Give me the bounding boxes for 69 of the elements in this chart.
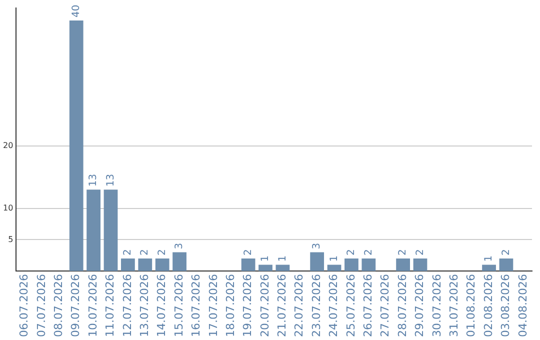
data-label: 2 [398,249,409,256]
x-tick-label: 07.07.2026 [34,274,48,338]
data-label: 1 [484,255,495,262]
x-tick-label: 26.07.2026 [362,274,375,338]
x-tick-label: 28.07.2026 [396,274,409,338]
x-tick-label: 03.08.2026 [499,274,512,338]
y-tick-label: 10 [2,203,14,212]
bar [121,258,135,272]
bar [276,264,290,272]
bar [310,252,324,272]
data-label: 1 [277,255,288,262]
data-label: 2 [346,249,358,256]
bar [172,252,186,272]
data-label: 2 [122,249,134,256]
bar [241,258,256,272]
x-tick-label: 12.07.2026 [120,274,134,338]
data-label: 2 [140,249,151,256]
x-tick-label: 31.07.2026 [447,274,460,338]
x-tick-label: 02.08.2026 [482,274,495,338]
x-tick-label: 14.07.2026 [155,274,168,338]
bar [413,258,428,272]
x-tick-label: 25.07.2026 [344,274,358,338]
bar [344,258,358,272]
y-tick-label: 20 [2,140,14,150]
bar [69,20,84,272]
y-tick-label: 5 [8,234,14,244]
bar [86,190,100,272]
x-tick-label: 21.07.2026 [276,274,289,338]
x-tick-label: 15.07.2026 [172,274,186,338]
x-tick-label: 20.07.2026 [258,274,272,338]
bar [155,258,170,272]
data-label: 13 [105,174,116,187]
x-tick-label: 09.07.2026 [69,274,82,338]
x-tick-label: 22.07.2026 [292,274,306,338]
x-tick-label: 11.07.2026 [104,274,117,338]
x-tick-label: 23.07.2026 [310,274,323,338]
x-tick-label: 13.07.2026 [138,274,151,338]
bar [499,258,514,272]
data-label: 1 [260,255,272,262]
x-tick-label: 29.07.2026 [413,274,426,338]
x-tick-label: 18.07.2026 [224,274,237,338]
x-tick-label: 16.07.2026 [190,274,203,338]
data-label: 2 [363,249,374,256]
data-label: 3 [312,242,323,250]
data-label: 13 [88,174,100,187]
data-label: 3 [174,242,186,250]
bar [138,258,152,272]
bar [104,190,118,272]
data-label: 2 [242,249,254,256]
data-label: 2 [156,249,168,256]
data-label: 2 [414,249,426,256]
data-label: 1 [328,255,340,262]
bar [362,258,376,272]
bar [258,264,272,272]
data-label: 2 [500,249,512,256]
bar [327,264,342,272]
x-tick-label: 30.07.2026 [430,274,444,338]
x-tick-label: 08.07.2026 [52,274,66,338]
data-label: 40 [70,4,82,18]
x-tick-label: 04.08.2026 [516,274,530,338]
x-tick-label: 17.07.2026 [206,274,220,338]
x-tick-label: 24.07.2026 [327,274,340,338]
x-tick-label: 19.07.2026 [241,274,254,338]
bar [482,264,496,272]
bar [396,258,410,272]
x-tick-label: 01.08.2026 [464,274,478,338]
x-tick-label: 27.07.2026 [378,274,392,338]
x-tick-label: 10.07.2026 [86,274,100,338]
x-tick-label: 06.07.2026 [18,274,31,338]
